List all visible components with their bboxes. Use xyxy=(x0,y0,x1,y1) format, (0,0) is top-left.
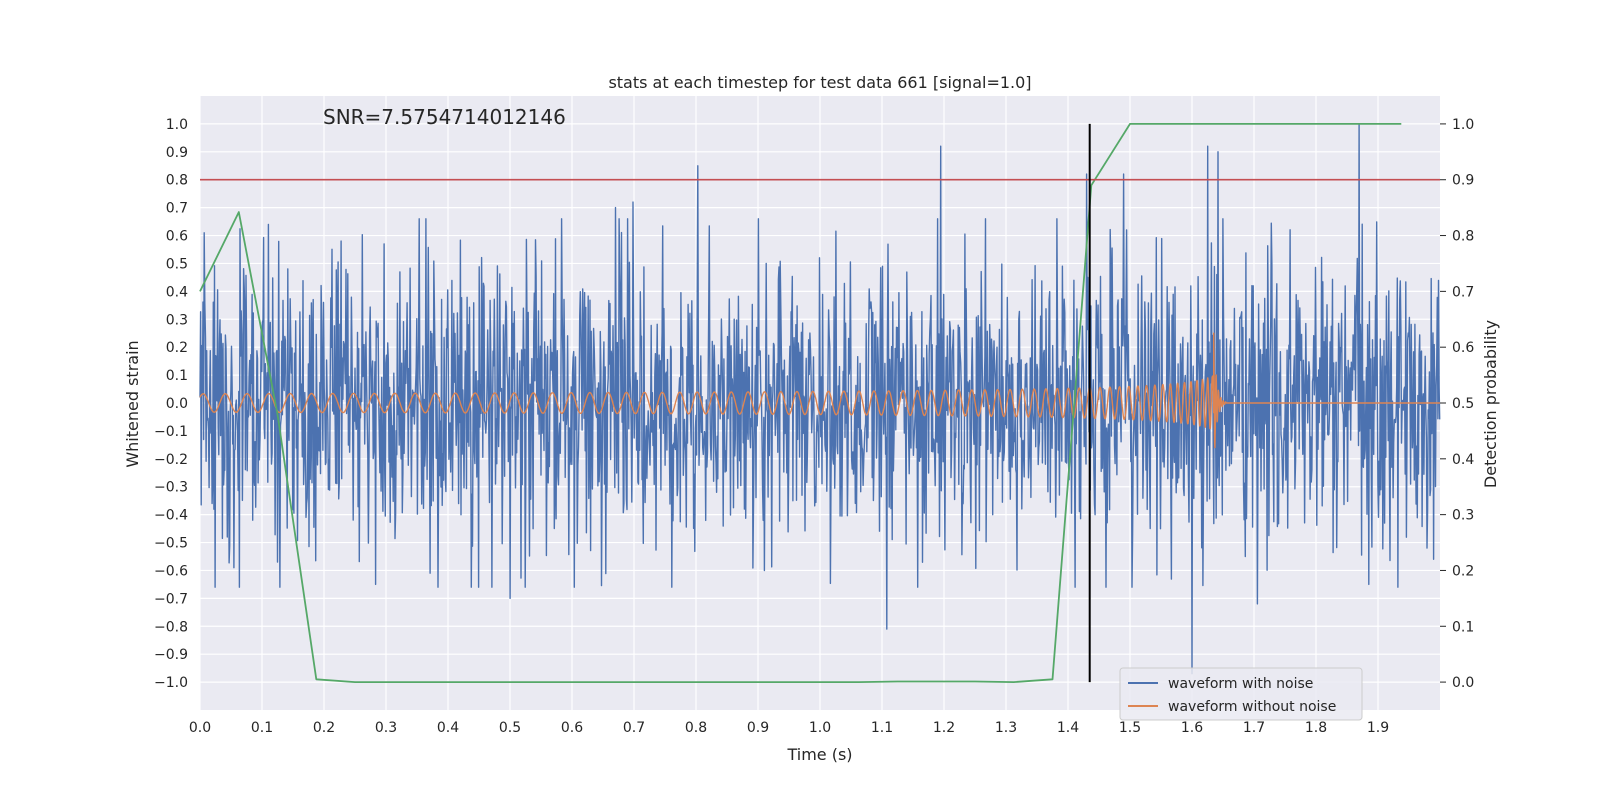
x-tick-label: 1.5 xyxy=(1119,720,1141,736)
y-tick-label: 0.7 xyxy=(166,201,188,217)
y-tick-label: 0.2 xyxy=(166,340,188,356)
legend-box xyxy=(1119,667,1363,721)
y-tick-label: 0.9 xyxy=(166,145,188,161)
series-layer xyxy=(199,123,1441,683)
chart-title: stats at each timestep for test data 661… xyxy=(608,73,1031,92)
y-tick-label: −0.3 xyxy=(154,480,188,496)
y2-tick-label: 0.0 xyxy=(1452,675,1474,691)
y-axis-left: 1.0 0.9 0.8 0.7 0.6 0.5 0.4 0.3 0.2 0.1 0.0 −0.1 −0.… xyxy=(154,117,188,691)
y2-tick-label: 0.3 xyxy=(1452,508,1474,524)
y2-tick-label: 0.7 xyxy=(1452,284,1474,300)
x-tick-label: 0.2 xyxy=(313,720,335,736)
series-line-waveform-with-noise xyxy=(199,123,1441,675)
series-line-detection-probability xyxy=(199,123,1402,683)
y-tick-label: 0.1 xyxy=(166,368,188,384)
y2-axis-title: Detection probability xyxy=(1481,320,1500,488)
x-tick-label: 0.0 xyxy=(189,720,211,736)
x-tick-label: 1.7 xyxy=(1243,720,1265,736)
y2-tick-label: 0.9 xyxy=(1452,173,1474,189)
series-line-waveform-without-noise xyxy=(199,332,1440,449)
x-tick-label: 0.6 xyxy=(561,720,583,736)
y2-tick-label: 0.8 xyxy=(1452,229,1474,245)
y-tick-label: −0.8 xyxy=(154,619,188,635)
y-tick-label: −0.2 xyxy=(154,452,188,468)
x-tick-label: 0.9 xyxy=(747,720,769,736)
y-tick-label: 0.4 xyxy=(166,284,188,300)
x-tick-label: 0.7 xyxy=(623,720,645,736)
x-tick-label: 1.3 xyxy=(995,720,1017,736)
x-tick-label: 0.4 xyxy=(437,720,459,736)
x-tick-label: 1.8 xyxy=(1305,720,1327,736)
y-tick-label: 0.0 xyxy=(166,396,188,412)
legend: waveform with noise waveform without noi… xyxy=(1119,667,1363,721)
y-tick-label: −0.6 xyxy=(154,563,188,579)
legend-label-noise: waveform with noise xyxy=(1168,676,1313,692)
y-tick-label: −0.1 xyxy=(154,424,188,440)
y-axis-right: 1.0 0.9 0.8 0.7 0.6 0.5 0.4 0.3 0.2 0.1 0.0 xyxy=(1440,117,1474,691)
y2-tick-label: 0.6 xyxy=(1452,340,1474,356)
x-tick-label: 1.6 xyxy=(1181,720,1203,736)
y2-tick-label: 0.2 xyxy=(1452,563,1474,579)
x-tick-label: 0.8 xyxy=(685,720,707,736)
x-tick-label: 0.1 xyxy=(251,720,273,736)
y-tick-label: −1.0 xyxy=(154,675,188,691)
y-tick-label: −0.5 xyxy=(154,536,188,552)
y-tick-label: −0.9 xyxy=(154,647,188,663)
y2-tick-label: 0.1 xyxy=(1452,619,1474,635)
y2-tick-label: 0.5 xyxy=(1452,396,1474,412)
y-tick-label: 1.0 xyxy=(166,117,188,133)
x-tick-label: 0.5 xyxy=(499,720,521,736)
snr-annotation: SNR=7.5754714012146 xyxy=(323,105,566,129)
x-tick-label: 1.9 xyxy=(1367,720,1389,736)
x-tick-label: 1.2 xyxy=(933,720,955,736)
y-tick-label: 0.3 xyxy=(166,312,188,328)
y-tick-label: 0.5 xyxy=(166,256,188,272)
x-axis-title: Time (s) xyxy=(786,745,852,764)
y-tick-label: 0.8 xyxy=(166,173,188,189)
x-tick-label: 1.4 xyxy=(1057,720,1079,736)
y-tick-label: −0.4 xyxy=(154,508,188,524)
y2-tick-label: 1.0 xyxy=(1452,117,1474,133)
x-tick-label: 1.0 xyxy=(809,720,831,736)
y-axis-title: Whitened strain xyxy=(123,340,142,467)
x-tick-label: 1.1 xyxy=(871,720,893,736)
x-tick-label: 0.3 xyxy=(375,720,397,736)
y-tick-label: 0.6 xyxy=(166,229,188,245)
legend-label-clean: waveform without noise xyxy=(1168,699,1336,715)
x-axis: 0.0 0.1 0.2 0.3 0.4 0.5 0.6 0.7 0.8 0.9 1.0 1.1 1.2 1… xyxy=(189,720,1389,736)
y2-tick-label: 0.4 xyxy=(1452,452,1474,468)
y-tick-label: −0.7 xyxy=(154,591,188,607)
